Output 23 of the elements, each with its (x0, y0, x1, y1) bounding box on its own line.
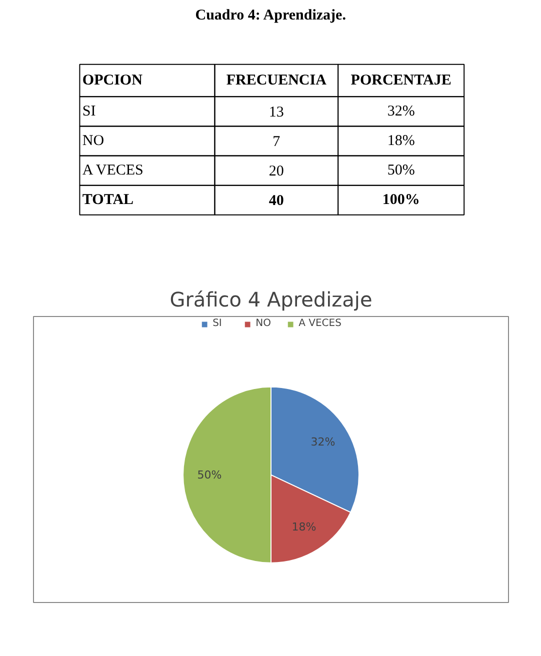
text: TOTAL (82, 192, 134, 208)
data-label: 18% (292, 520, 316, 534)
legend-label: NO (256, 318, 272, 329)
data-label: 32% (310, 435, 336, 448)
legend-label: SI (212, 318, 223, 329)
text: PORCENTAJE (350, 72, 452, 88)
text: 13 (268, 104, 284, 120)
chart-title: Gráfico 4 Apredizaje (170, 288, 372, 312)
text: 100% (382, 192, 420, 208)
legend-label: A VECES (298, 318, 342, 329)
data-label: 50% (197, 468, 222, 482)
text: 7 (272, 134, 281, 150)
text: 20 (268, 164, 284, 180)
text: 40 (268, 193, 284, 210)
text: 32% (387, 103, 415, 120)
text: 50% (387, 162, 415, 179)
text: SI (82, 103, 96, 120)
text: 18% (387, 132, 415, 149)
text: FRECUENCIA (226, 72, 327, 88)
text: NO (82, 132, 104, 149)
text: A VECES (82, 162, 144, 179)
text: OPCION (82, 72, 143, 88)
text: Cuadro 4: Aprendizaje. (195, 8, 346, 24)
